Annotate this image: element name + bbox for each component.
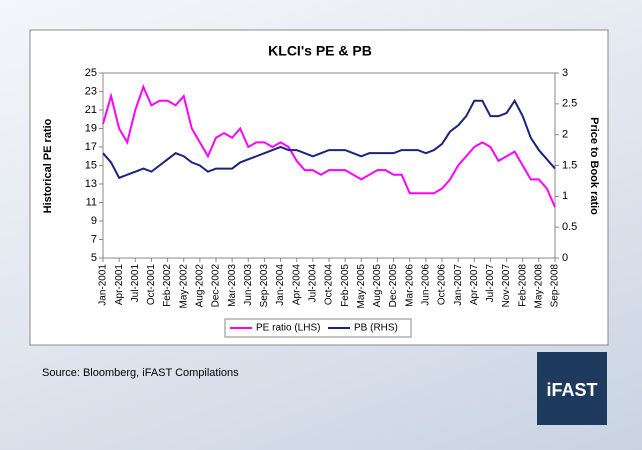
x-tick-label: May-2008 xyxy=(533,264,544,309)
x-tick-label: Jan-2001 xyxy=(98,264,109,306)
source-note: Source: Bloomberg, iFAST Compilations xyxy=(42,367,239,379)
logo-box xyxy=(537,352,607,425)
x-tick-label: Dec-2002 xyxy=(211,264,222,308)
legend-label: PE ratio (LHS) xyxy=(256,323,320,334)
x-tick-label: Feb-2008 xyxy=(517,264,528,307)
x-tick-label: May-2002 xyxy=(178,264,189,309)
y-tick-label: 21 xyxy=(85,104,97,116)
x-tick-label: Apr-2007 xyxy=(469,264,480,306)
y2-axis-label: Price to Book ratio xyxy=(588,117,600,215)
x-tick-label: Aug-2005 xyxy=(372,264,383,308)
x-tick-label: Jan-2007 xyxy=(453,264,464,306)
y-tick-label: 9 xyxy=(91,215,97,227)
x-tick-label: Sep-2008 xyxy=(550,264,561,308)
y-tick-label: 5 xyxy=(91,252,97,264)
chart-frame xyxy=(29,29,609,346)
x-tick-label: Nov-2007 xyxy=(501,264,512,308)
y-tick-label: 13 xyxy=(85,178,97,190)
y2-tick-label: 2.5 xyxy=(562,98,577,110)
y-tick-label: 23 xyxy=(85,85,97,97)
legend-label: PB (RHS) xyxy=(354,323,398,334)
x-tick-label: Jun-2006 xyxy=(420,264,431,306)
x-tick-label: Aug-2002 xyxy=(194,264,205,308)
x-tick-label: Sep-2003 xyxy=(259,264,270,308)
y2-tick-label: 1.5 xyxy=(562,159,577,171)
x-tick-label: May-2005 xyxy=(356,264,367,309)
x-tick-label: Dec-2005 xyxy=(388,264,399,308)
x-tick-label: Mar-2003 xyxy=(227,264,238,307)
x-tick-label: Oct-2004 xyxy=(324,264,335,306)
x-tick-label: Feb-2002 xyxy=(162,264,173,307)
y2-tick-label: 3 xyxy=(562,67,568,79)
y2-tick-label: 0 xyxy=(562,252,568,264)
x-tick-label: Jul-2004 xyxy=(307,264,318,303)
y2-tick-label: 2 xyxy=(562,129,568,141)
y-tick-label: 11 xyxy=(86,196,97,208)
legend-box xyxy=(224,318,412,338)
y-tick-label: 7 xyxy=(91,233,97,245)
x-tick-label: Oct-2006 xyxy=(437,264,448,306)
x-tick-label: Oct-2001 xyxy=(146,264,157,306)
y-axis-label: Historical PE ratio xyxy=(42,118,54,213)
y-tick-label: 25 xyxy=(85,67,97,79)
logo: iFAST xyxy=(546,380,597,400)
x-tick-label: Jul-2007 xyxy=(485,264,496,303)
x-tick-label: Jan-2004 xyxy=(275,264,286,306)
series-line xyxy=(102,98,556,180)
x-tick-label: Feb-2005 xyxy=(340,264,351,307)
x-tick-label: Jun-2003 xyxy=(243,264,254,306)
x-tick-label: Apr-2001 xyxy=(114,264,125,306)
x-tick-label: Apr-2004 xyxy=(291,264,302,306)
x-tick-label: Jul-2001 xyxy=(130,264,141,303)
y-tick-label: 19 xyxy=(85,122,97,134)
y2-tick-label: 0.5 xyxy=(562,221,577,233)
series-line xyxy=(102,84,556,208)
x-tick-label: Mar-2006 xyxy=(404,264,415,307)
y2-tick-label: 1 xyxy=(562,190,568,202)
y-tick-label: 15 xyxy=(85,159,97,171)
chart-title: KLCI's PE & PB xyxy=(268,43,372,59)
y-tick-label: 17 xyxy=(85,141,97,153)
